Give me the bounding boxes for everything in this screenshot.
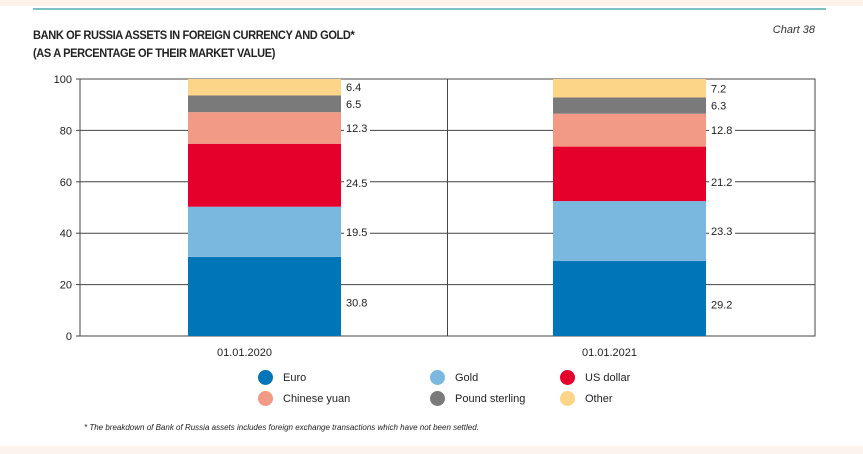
data-label: 19.5 — [346, 227, 367, 239]
legend-swatch — [560, 391, 575, 406]
bar-segment-gold — [553, 201, 706, 261]
legend-swatch — [430, 370, 445, 385]
bar-segment-us-dollar — [553, 146, 706, 202]
legend-item: Pound sterling — [430, 391, 560, 406]
x-tick-label: 01.01.2020 — [217, 347, 272, 359]
y-tick-label: 40 — [60, 228, 72, 240]
data-label: 23.3 — [711, 226, 732, 238]
data-label: 6.5 — [346, 99, 361, 111]
bar-segment-pound-sterling — [553, 97, 706, 114]
data-label: 21.2 — [711, 177, 732, 189]
y-tick-label: 60 — [60, 177, 72, 189]
title-line-2: (AS A PERCENTAGE OF THEIR MARKET VALUE) — [33, 46, 276, 60]
legend-label: Euro — [283, 371, 307, 384]
legend-swatch — [258, 370, 273, 385]
y-tick-label: 80 — [60, 125, 72, 137]
bar-segment-chinese-yuan — [188, 112, 341, 144]
legend-label: Pound sterling — [455, 392, 526, 405]
data-label-bg — [709, 175, 735, 189]
data-label: 6.3 — [711, 101, 726, 113]
legend-label: Gold — [455, 371, 479, 384]
data-label: 30.8 — [346, 297, 367, 309]
data-label: 6.4 — [346, 82, 361, 94]
legend-swatch — [258, 391, 273, 406]
bar-segment-gold — [188, 206, 341, 257]
bar-segment-euro — [553, 260, 706, 336]
y-tick-label: 20 — [60, 280, 72, 292]
data-label-bg — [709, 225, 735, 239]
legend-label: US dollar — [585, 371, 631, 384]
legend-item: Chinese yuan — [258, 391, 430, 406]
bar-segment-other — [188, 79, 341, 96]
data-label-bg — [709, 82, 735, 96]
legend-label: Other — [585, 392, 613, 405]
title-line-1: BANK OF RUSSIA ASSETS IN FOREIGN CURRENC… — [33, 28, 355, 42]
header-rule — [33, 8, 826, 10]
data-label: 29.2 — [711, 299, 732, 311]
legend-swatch — [430, 391, 445, 406]
data-label: 12.3 — [346, 123, 367, 135]
bar-segment-chinese-yuan — [553, 113, 706, 147]
legend-swatch — [560, 370, 575, 385]
y-tick-label: 100 — [54, 74, 72, 86]
data-label-bg — [344, 121, 370, 135]
data-label: 7.2 — [711, 83, 726, 95]
legend-item: US dollar — [560, 370, 680, 385]
data-label-bg — [344, 296, 370, 310]
data-label-bg — [344, 177, 370, 191]
data-label: 24.5 — [346, 178, 367, 190]
y-tick-label: 0 — [66, 331, 72, 343]
x-tick-label: 01.01.2021 — [582, 347, 637, 359]
bar-segment-pound-sterling — [188, 95, 341, 113]
bar-segment-us-dollar — [188, 143, 341, 207]
legend-item: Gold — [430, 370, 560, 385]
legend: Euro Gold US dollar Chinese yuan Pound sterl… — [258, 370, 680, 406]
data-label-bg — [709, 298, 735, 312]
legend-item: Euro — [258, 370, 430, 385]
top-band — [0, 0, 863, 6]
legend-item: Other — [560, 391, 680, 406]
data-label-bg — [709, 124, 735, 138]
data-label-bg — [344, 97, 370, 111]
chart-number: Chart 38 — [772, 24, 815, 36]
data-label-bg — [344, 225, 370, 239]
data-label-bg — [344, 81, 370, 95]
footnote: * The breakdown of Bank of Russia assets… — [84, 423, 479, 432]
legend-label: Chinese yuan — [283, 392, 351, 405]
data-label: 12.8 — [711, 125, 732, 137]
bar-segment-other — [553, 79, 706, 98]
bar-segment-euro — [188, 256, 341, 336]
data-label-bg — [709, 99, 735, 113]
chart-title: BANK OF RUSSIA ASSETS IN FOREIGN CURRENC… — [33, 26, 355, 62]
